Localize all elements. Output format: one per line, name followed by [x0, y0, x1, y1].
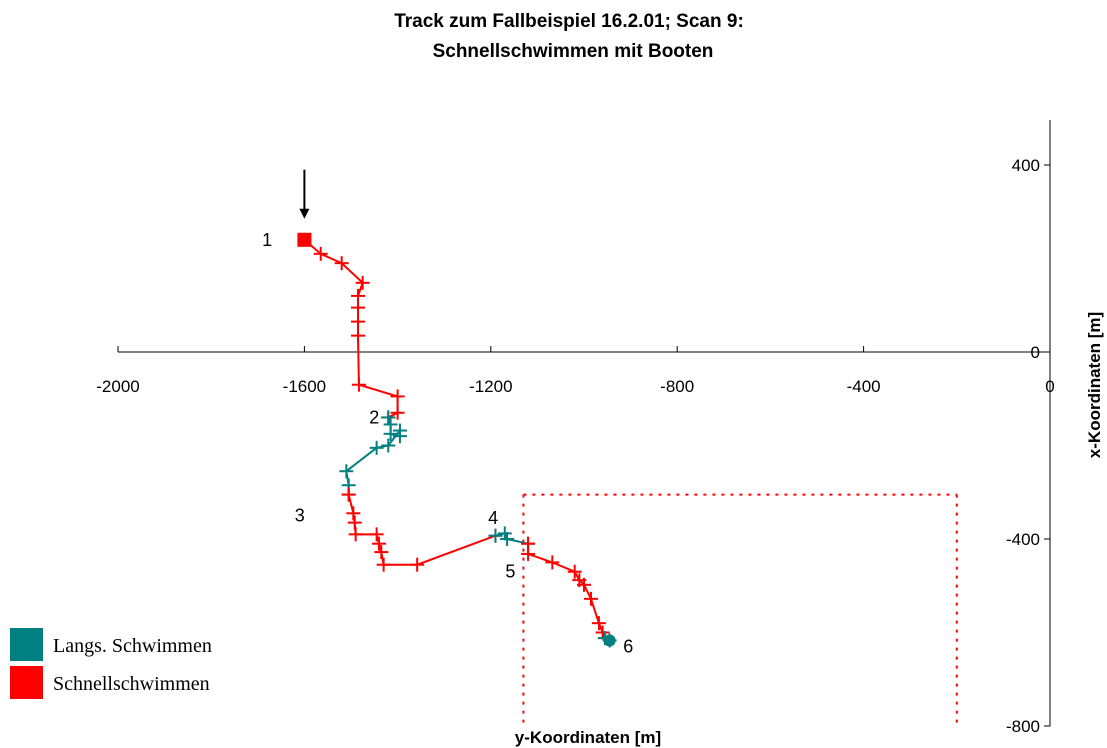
legend-label: Schnellschwimmen: [53, 673, 210, 695]
data-point: [545, 555, 560, 570]
data-point: [369, 440, 384, 455]
data-point: [381, 438, 396, 453]
data-point: [346, 506, 361, 521]
data-point: [339, 464, 354, 479]
data-point: [350, 328, 365, 343]
data-point: [392, 423, 407, 438]
data-point: [350, 314, 365, 329]
data-point: [341, 487, 356, 502]
point-label: 1: [262, 230, 272, 250]
dotted-box: [522, 493, 958, 726]
data-point: [369, 527, 384, 542]
point-label: 6: [623, 637, 633, 657]
data-point: [488, 528, 503, 543]
data-point: [583, 591, 598, 606]
axes: -2000 -1600 -1200 -800 -400 0 400 0 -400 -800: [96, 120, 1055, 736]
data-point: [591, 616, 606, 631]
series-line: [347, 494, 496, 566]
point-labels: 1 2 3 4 5 6: [262, 230, 633, 657]
data-point: [500, 532, 515, 546]
legend-label: Langs. Schwimmen: [53, 635, 212, 657]
data-point: [351, 377, 366, 392]
legend-swatch: [10, 628, 43, 661]
data-point: [371, 536, 386, 551]
data-point: [348, 527, 363, 542]
series-line: [345, 417, 401, 495]
data-point: [350, 300, 365, 315]
start-marker: [297, 232, 312, 247]
x-tick-label: -400: [847, 377, 881, 396]
legend: Langs. Schwimmen Schnellschwimmen: [10, 628, 212, 699]
data-point: [521, 546, 536, 561]
y-tick-label: 0: [1031, 343, 1040, 362]
data-point: [313, 246, 328, 261]
y-tick-label: -800: [1006, 717, 1040, 736]
data-point: [383, 426, 398, 441]
track-series: [297, 169, 617, 648]
data-point: [390, 405, 405, 420]
legend-swatch: [10, 666, 43, 699]
x-tick-label: -1200: [469, 377, 512, 396]
data-point: [381, 410, 396, 425]
y-tick-label: 400: [1012, 156, 1040, 175]
data-point: [567, 564, 582, 579]
series-line: [495, 532, 529, 545]
end-marker: [603, 634, 616, 647]
arrow-head: [299, 208, 310, 219]
data-point: [410, 557, 425, 572]
data-point: [350, 288, 365, 303]
y-tick-label: -400: [1006, 530, 1040, 549]
data-point: [376, 557, 391, 572]
point-label: 4: [488, 508, 498, 528]
x-tick-label: 0: [1045, 377, 1054, 396]
x-tick-label: -800: [660, 377, 694, 396]
x-tick-label: -1600: [283, 377, 326, 396]
x-axis-label: y-Koordinaten [m]: [515, 728, 661, 747]
point-label: 2: [369, 407, 379, 427]
data-point: [347, 515, 362, 530]
chart-title-line1: Track zum Fallbeispiel 16.2.01; Scan 9:: [394, 11, 744, 32]
point-label: 5: [505, 562, 515, 582]
x-tick-label: -2000: [96, 377, 139, 396]
data-point: [577, 577, 591, 592]
data-point: [334, 256, 349, 271]
point-label: 3: [295, 506, 305, 526]
series-line: [527, 543, 606, 639]
data-point: [355, 275, 370, 290]
data-point: [374, 545, 389, 560]
y-axis-label: x-Koordinaten [m]: [1085, 312, 1104, 458]
data-point: [390, 389, 405, 404]
chart-title-line2: Schnellschwimmen mit Booten: [433, 41, 714, 62]
